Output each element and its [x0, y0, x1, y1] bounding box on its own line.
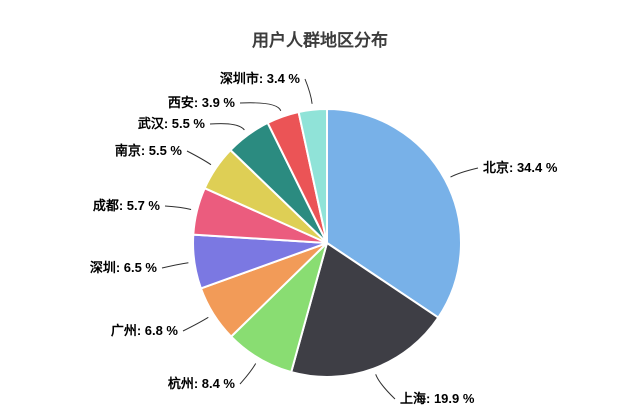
- slice-label-武汉: 武汉: 5.5 %: [138, 116, 206, 131]
- leader-line-上海: [375, 374, 396, 400]
- slice-label-深圳: 深圳: 6.5 %: [90, 260, 158, 275]
- slice-label-上海: 上海: 19.9 %: [400, 391, 475, 406]
- pie-slice-北京[interactable]: [326, 108, 462, 319]
- slice-label-广州: 广州: 6.8 %: [111, 323, 179, 338]
- leader-line-杭州: [239, 363, 257, 385]
- leader-line-北京: [450, 167, 479, 178]
- chart-title: 用户人群地区分布: [252, 31, 388, 50]
- leader-line-成都: [164, 205, 192, 210]
- leader-line-深圳: [161, 262, 189, 269]
- leader-line-武汉: [209, 123, 245, 131]
- pie-slice-深圳市[interactable]: [297, 107, 328, 244]
- slice-label-西安: 西安: 3.9 %: [168, 95, 236, 110]
- slice-label-成都: 成都: 5.7 %: [93, 198, 161, 213]
- slice-label-南京: 南京: 5.5 %: [115, 143, 183, 158]
- slice-label-北京: 北京: 34.4 %: [483, 160, 558, 175]
- leader-line-西安: [239, 102, 282, 112]
- slice-label-杭州: 杭州: 8.4 %: [168, 376, 236, 391]
- leader-line-南京: [186, 150, 212, 166]
- slice-label-深圳市: 深圳市: 3.4 %: [220, 71, 301, 86]
- leader-line-深圳市: [304, 78, 313, 104]
- leader-line-广州: [182, 316, 209, 332]
- pie-slice-上海[interactable]: [290, 242, 440, 378]
